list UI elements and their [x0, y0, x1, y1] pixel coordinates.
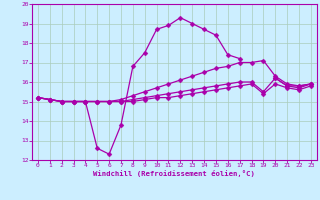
X-axis label: Windchill (Refroidissement éolien,°C): Windchill (Refroidissement éolien,°C) [93, 170, 255, 177]
